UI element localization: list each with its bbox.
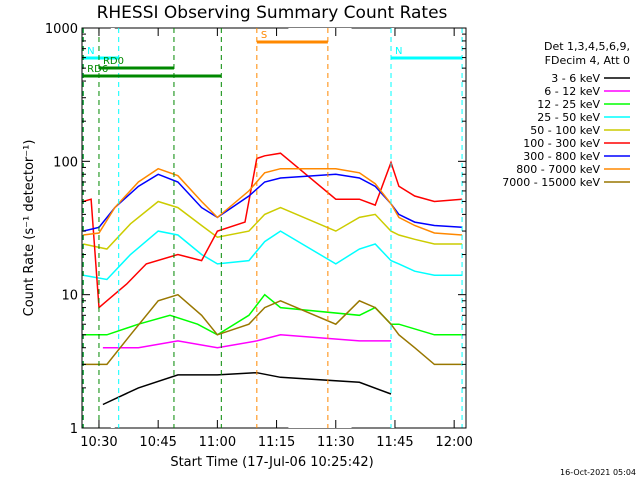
y-tick-label-3: 1000 bbox=[45, 22, 78, 37]
marker-label-2: S bbox=[261, 30, 267, 41]
marker-label-1: N bbox=[395, 46, 402, 57]
legend-label-4: 50 - 100 keV bbox=[530, 124, 600, 137]
y-axis-label: Count Rate (s⁻¹ detector⁻¹) bbox=[22, 140, 37, 317]
series-line-6 bbox=[83, 173, 463, 232]
series-line-5 bbox=[82, 152, 463, 310]
marker-label-4: RD6 bbox=[87, 64, 108, 75]
marker-label-0: N bbox=[87, 46, 94, 57]
legend: Det 1,3,4,5,6,9, FDecim 4, Att 0 3 - 6 k… bbox=[502, 40, 630, 189]
legend-label-8: 7000 - 15000 keV bbox=[502, 176, 600, 189]
series-line-2 bbox=[83, 293, 463, 336]
series-line-3 bbox=[83, 230, 463, 281]
y-axis-ticks: 1 10 100 1000 bbox=[45, 22, 466, 437]
plot-area-frame bbox=[81, 27, 467, 429]
legend-header-line-2: FDecim 4, Att 0 bbox=[545, 54, 630, 67]
x-tick-label-2: 11:00 bbox=[199, 435, 236, 450]
y-tick-label-1: 10 bbox=[61, 289, 78, 304]
series-line-1 bbox=[102, 334, 391, 349]
series-layer bbox=[82, 152, 463, 406]
legend-label-1: 6 - 12 keV bbox=[544, 85, 600, 98]
x-axis-label: Start Time (17-Jul-06 10:25:42) bbox=[170, 455, 373, 470]
legend-header-line-1: Det 1,3,4,5,6,9, bbox=[544, 40, 630, 53]
x-tick-label-0: 10:30 bbox=[80, 435, 117, 450]
x-axis-ticks: 10:30 10:45 11:00 11:15 11:30 11:45 12:00 bbox=[80, 28, 473, 450]
x-tick-label-6: 12:00 bbox=[435, 435, 472, 450]
legend-label-7: 800 - 7000 keV bbox=[516, 163, 600, 176]
y-tick-label-2: 100 bbox=[53, 155, 78, 170]
x-tick-label-4: 11:30 bbox=[317, 435, 354, 450]
data-gap-0 bbox=[110, 28, 115, 428]
x-tick-label-1: 10:45 bbox=[139, 435, 176, 450]
series-line-7 bbox=[83, 167, 463, 236]
legend-label-6: 300 - 800 keV bbox=[523, 150, 600, 163]
legend-label-5: 100 - 300 keV bbox=[523, 137, 600, 150]
legend-label-3: 25 - 50 keV bbox=[537, 111, 600, 124]
data-gap-2 bbox=[391, 28, 395, 428]
legend-label-2: 12 - 25 keV bbox=[537, 98, 600, 111]
series-line-0 bbox=[102, 371, 392, 406]
legend-label-0: 3 - 6 keV bbox=[551, 72, 600, 85]
marker-label-3: RD0 bbox=[103, 56, 124, 67]
y-tick-label-0: 1 bbox=[70, 422, 78, 437]
x-tick-label-3: 11:15 bbox=[258, 435, 295, 450]
series-line-8 bbox=[83, 293, 463, 366]
chart-title: RHESSI Observing Summary Count Rates bbox=[97, 3, 448, 23]
x-tick-label-5: 11:45 bbox=[376, 435, 413, 450]
timestamp: 16-Oct-2021 05:04 bbox=[560, 468, 636, 477]
data-gap-layer bbox=[110, 28, 395, 428]
series-line-4 bbox=[83, 200, 463, 250]
